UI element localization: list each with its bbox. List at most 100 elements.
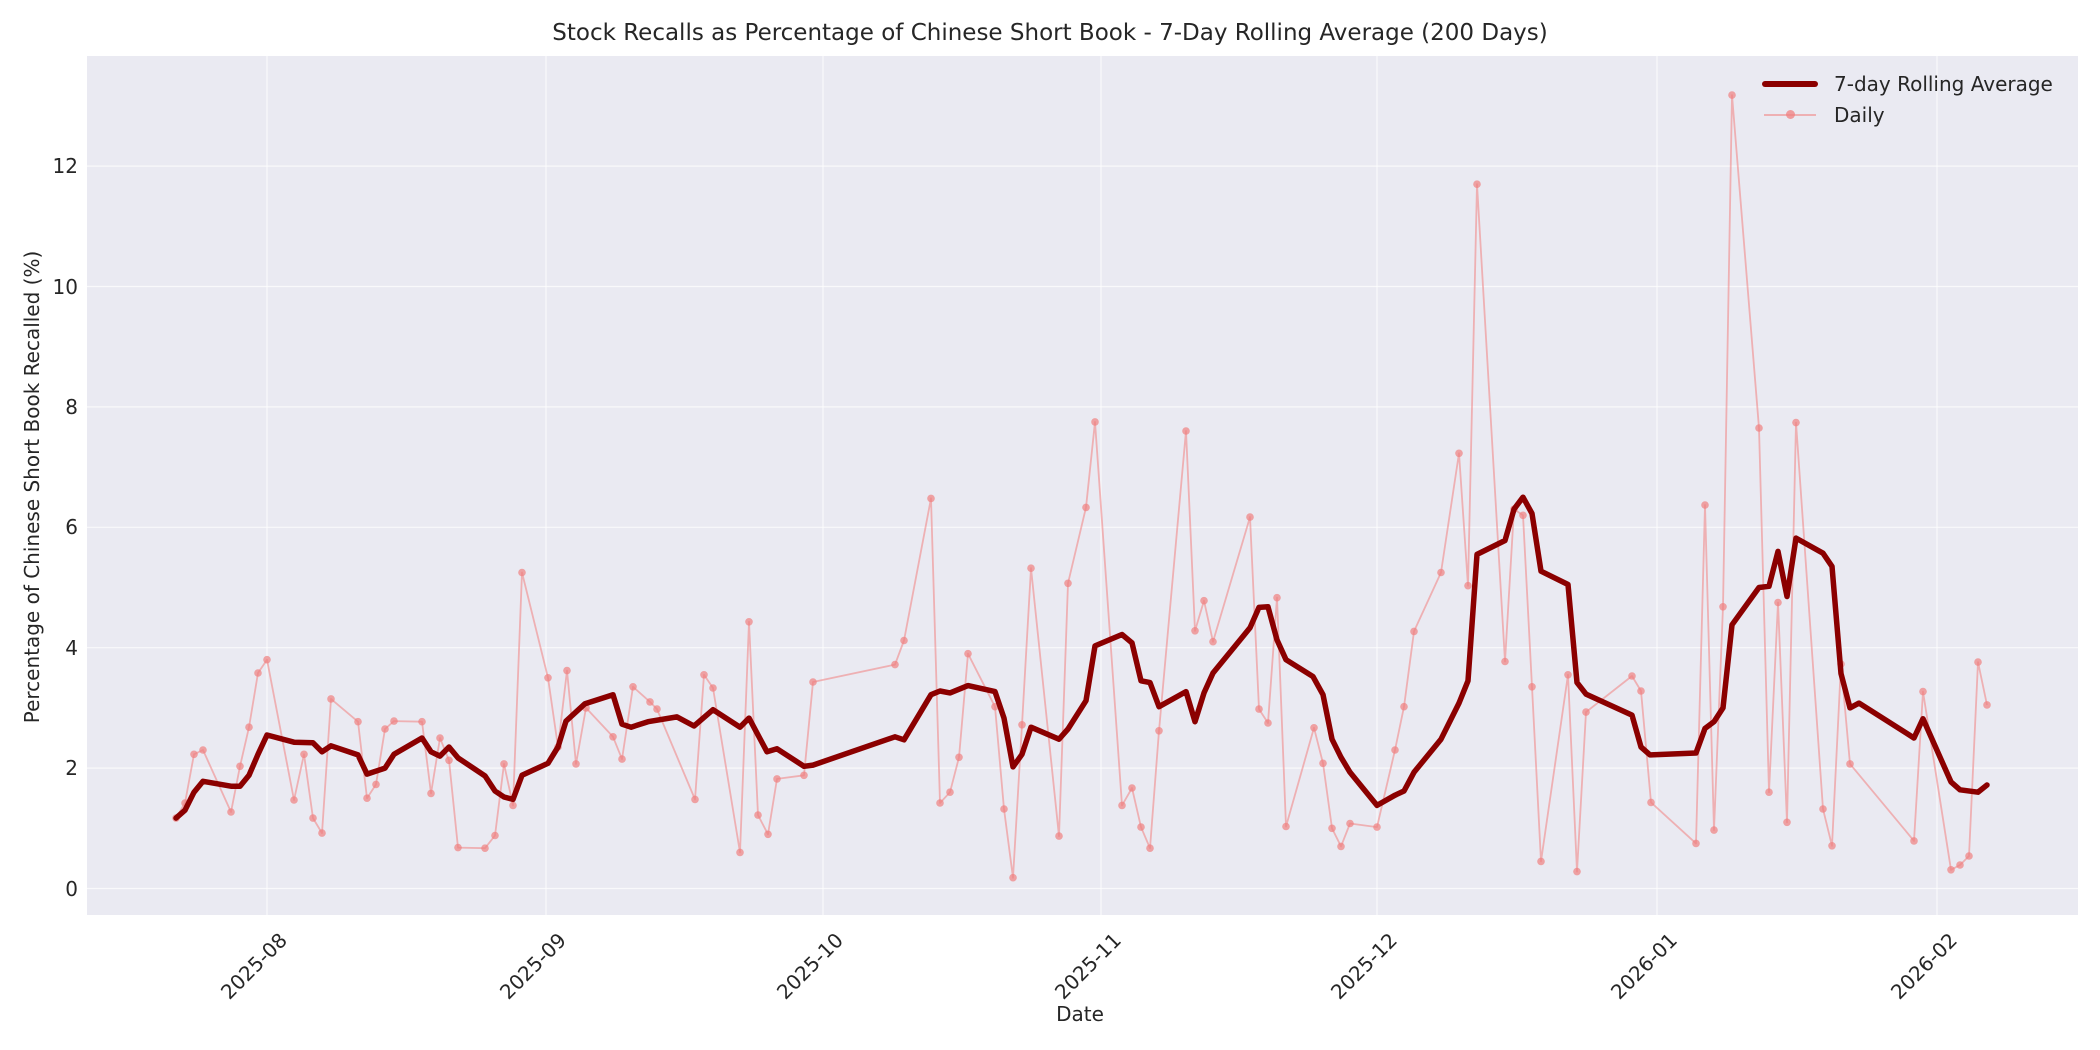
daily-marker <box>1337 842 1345 851</box>
daily-marker <box>1564 671 1572 679</box>
daily-marker <box>509 801 517 810</box>
y-tick-label: 8 <box>65 394 78 419</box>
thick-line-swatch-icon <box>1760 74 1820 94</box>
daily-marker <box>227 808 235 816</box>
y-tick-label: 4 <box>65 635 78 660</box>
daily-marker <box>1246 513 1254 521</box>
rolling-average-line <box>173 494 1990 821</box>
daily-marker <box>809 678 817 686</box>
daily-marker <box>436 734 444 742</box>
daily-marker <box>1328 824 1336 833</box>
daily-marker <box>709 684 717 692</box>
daily-marker <box>1637 687 1645 695</box>
daily-marker <box>290 796 298 804</box>
daily-marker <box>563 666 571 675</box>
daily-marker <box>800 771 808 780</box>
daily-marker <box>1947 866 1955 874</box>
legend: 7-day Rolling Average Daily <box>1760 68 2053 130</box>
daily-marker <box>245 723 253 731</box>
daily-marker <box>700 671 708 679</box>
daily-marker <box>1064 579 1072 588</box>
y-tick-label: 10 <box>52 274 78 299</box>
daily-marker <box>891 660 899 669</box>
daily-marker <box>1765 788 1773 796</box>
daily-marker <box>1200 596 1208 605</box>
daily-marker <box>500 760 508 768</box>
daily-marker <box>754 811 762 819</box>
daily-marker <box>1710 826 1718 834</box>
daily-marker <box>354 717 362 726</box>
daily-marker <box>745 618 753 626</box>
daily-marker <box>1792 418 1800 427</box>
daily-marker <box>199 746 207 754</box>
daily-marker <box>736 848 744 857</box>
daily-marker <box>1255 705 1263 713</box>
y-tick-label: 0 <box>65 876 78 901</box>
daily-marker <box>491 831 499 840</box>
daily-marker <box>1956 861 1964 869</box>
daily-marker <box>1027 564 1035 572</box>
daily-marker <box>927 494 935 503</box>
daily-marker <box>764 830 772 839</box>
daily-marker <box>1273 593 1281 602</box>
daily-marker <box>1473 180 1481 188</box>
daily-marker <box>263 655 271 664</box>
daily-marker <box>1501 657 1509 666</box>
daily-marker <box>1537 857 1545 866</box>
daily-marker <box>609 733 617 741</box>
daily-marker <box>629 683 637 691</box>
daily-marker <box>372 780 380 789</box>
daily-marker <box>390 717 398 725</box>
daily-marker <box>936 799 944 807</box>
daily-marker <box>481 844 489 852</box>
daily-marker <box>1983 701 1991 709</box>
daily-marker <box>1965 852 1973 860</box>
daily-marker <box>1692 839 1700 848</box>
daily-marker <box>445 756 453 765</box>
daily-marker <box>1819 805 1827 813</box>
daily-line <box>175 94 1988 879</box>
y-tick-label: 12 <box>52 154 78 179</box>
daily-marker <box>1191 627 1199 635</box>
daily-marker <box>1437 568 1445 577</box>
daily-marker <box>1137 823 1145 831</box>
daily-marker <box>1519 511 1527 520</box>
daily-marker <box>1310 724 1318 732</box>
legend-label: 7-day Rolling Average <box>1834 71 2053 96</box>
daily-marker <box>1528 683 1536 691</box>
daily-marker <box>1919 687 1927 696</box>
daily-marker <box>1846 760 1854 768</box>
legend-item-rolling-average: 7-day Rolling Average <box>1760 68 2053 99</box>
daily-marker <box>1910 837 1918 845</box>
daily-marker <box>773 775 781 783</box>
daily-marker <box>300 750 308 759</box>
daily-marker <box>1282 822 1290 831</box>
daily-marker <box>1701 501 1709 509</box>
daily-marker <box>618 755 626 763</box>
daily-marker <box>691 795 699 804</box>
daily-marker <box>1464 581 1472 590</box>
daily-marker <box>646 698 654 706</box>
plot-background <box>87 56 2078 915</box>
daily-marker <box>1974 658 1982 666</box>
daily-marker <box>1000 805 1008 813</box>
daily-marker <box>1410 627 1418 636</box>
daily-marker <box>1009 873 1017 882</box>
daily-marker <box>1573 867 1581 876</box>
daily-marker <box>1373 823 1381 831</box>
daily-marker <box>1055 832 1063 840</box>
daily-marker <box>363 794 371 802</box>
daily-marker <box>1155 727 1163 735</box>
daily-marker <box>1391 746 1399 754</box>
daily-marker <box>653 705 661 713</box>
daily-marker <box>1455 449 1463 458</box>
daily-marker <box>946 788 954 796</box>
daily-marker <box>900 636 908 645</box>
daily-marker <box>572 760 580 768</box>
line-marker-swatch-icon <box>1760 105 1820 125</box>
daily-marker <box>1719 603 1727 611</box>
daily-marker <box>1018 721 1026 729</box>
legend-label: Daily <box>1834 102 1885 127</box>
daily-marker <box>1264 719 1272 727</box>
